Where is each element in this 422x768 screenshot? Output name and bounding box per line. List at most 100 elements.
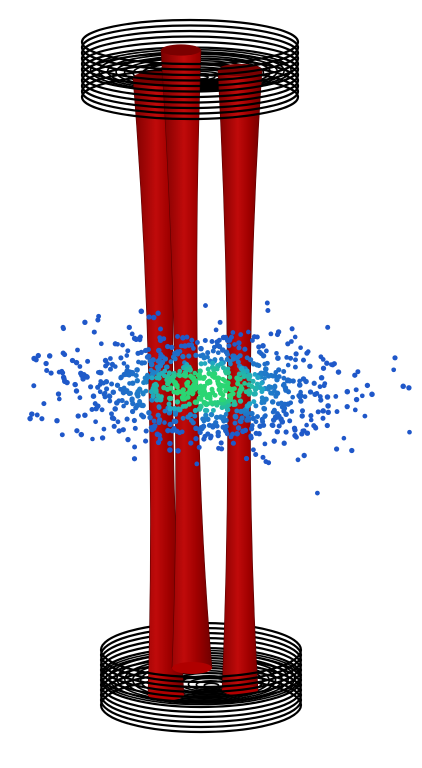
atom-point (230, 330, 236, 335)
atom-point (300, 428, 306, 434)
atom-point (143, 438, 149, 444)
coil-winding (99, 654, 303, 684)
beam-cap (161, 44, 201, 56)
coil-winding (80, 41, 300, 66)
atom-point (46, 353, 53, 359)
atom-point (169, 344, 175, 351)
atom-point (198, 345, 204, 352)
atom-point (304, 422, 309, 428)
atom-point (192, 407, 199, 414)
coil-winding (80, 58, 300, 82)
atom-point (31, 383, 37, 389)
atom-point (407, 429, 412, 435)
atom-point (155, 412, 161, 418)
atom-point (260, 454, 266, 460)
atom-point (243, 389, 249, 395)
atom-point (334, 409, 340, 415)
atom-point (162, 356, 169, 362)
atom-point (168, 396, 174, 401)
atom-point (297, 378, 302, 384)
atom-point (75, 413, 81, 419)
atom-point (392, 355, 398, 361)
coil-winding (99, 684, 303, 714)
atom-point (295, 457, 301, 463)
atom-point (90, 436, 95, 442)
coil-winding (80, 69, 300, 93)
atom-point (200, 386, 207, 392)
atom-point (97, 389, 103, 395)
atom-point (256, 344, 262, 350)
atom-point (218, 440, 224, 446)
atom-point (274, 428, 281, 435)
atom-point (82, 412, 88, 418)
atom-point (255, 374, 261, 381)
atom-point (159, 394, 164, 399)
atom-point (271, 438, 277, 444)
atom-point (321, 383, 327, 389)
atom-point (156, 347, 162, 354)
atom-point (202, 361, 208, 366)
atom-point (213, 420, 219, 426)
coil-winding (99, 704, 303, 734)
atom-point (59, 432, 65, 438)
atom-point (196, 395, 202, 401)
atom-point (44, 367, 50, 374)
atom-point (274, 377, 280, 383)
atom-point (312, 391, 318, 398)
atom-point (109, 411, 114, 417)
atom-point (155, 358, 161, 364)
atom-point (157, 417, 163, 423)
atom-point (242, 427, 248, 433)
atom-point (253, 430, 259, 436)
atom-point (134, 367, 140, 373)
atom-point (353, 396, 360, 403)
atom-point (344, 388, 351, 395)
atom-point (257, 423, 263, 429)
atom-point (35, 352, 41, 359)
atom-point (188, 418, 194, 423)
atom-point (125, 436, 131, 443)
atom-point (254, 381, 260, 387)
atom-point (171, 418, 178, 425)
atom-point (289, 339, 294, 344)
atom-point (189, 337, 195, 343)
atom-point (317, 394, 323, 400)
atom-point (73, 388, 80, 394)
atom-point (251, 334, 257, 340)
atom-point (216, 386, 223, 393)
coil-winding (80, 96, 300, 121)
atom-point (133, 336, 139, 343)
atom-point (210, 360, 216, 366)
atom-point (154, 431, 161, 438)
atom-point (276, 423, 282, 429)
atom-point (129, 396, 135, 402)
atom-point (210, 407, 216, 413)
atom-point (263, 459, 269, 465)
atom-point (64, 379, 70, 386)
atom-cloud (27, 300, 412, 496)
atom-point (171, 405, 178, 412)
atom-point (127, 390, 133, 396)
atom-point (289, 326, 295, 332)
top-coil-front (80, 41, 300, 121)
atom-point (281, 375, 287, 381)
atom-point (290, 394, 296, 400)
atom-point (215, 350, 221, 356)
atom-point (364, 382, 371, 389)
atom-point (178, 343, 184, 349)
atom-point (187, 412, 193, 418)
coil-winding (99, 659, 303, 689)
atom-point (140, 402, 146, 409)
atom-point (234, 430, 240, 437)
atom-point (99, 435, 106, 441)
atom-point (146, 409, 152, 416)
atom-point (124, 353, 130, 358)
atom-point (230, 431, 236, 437)
atom-point (124, 416, 130, 422)
coil-winding (80, 52, 300, 77)
atom-point (203, 303, 208, 309)
atom-point (349, 447, 355, 454)
atom-point (125, 348, 131, 354)
atom-point (255, 414, 260, 420)
atom-point (192, 413, 198, 419)
